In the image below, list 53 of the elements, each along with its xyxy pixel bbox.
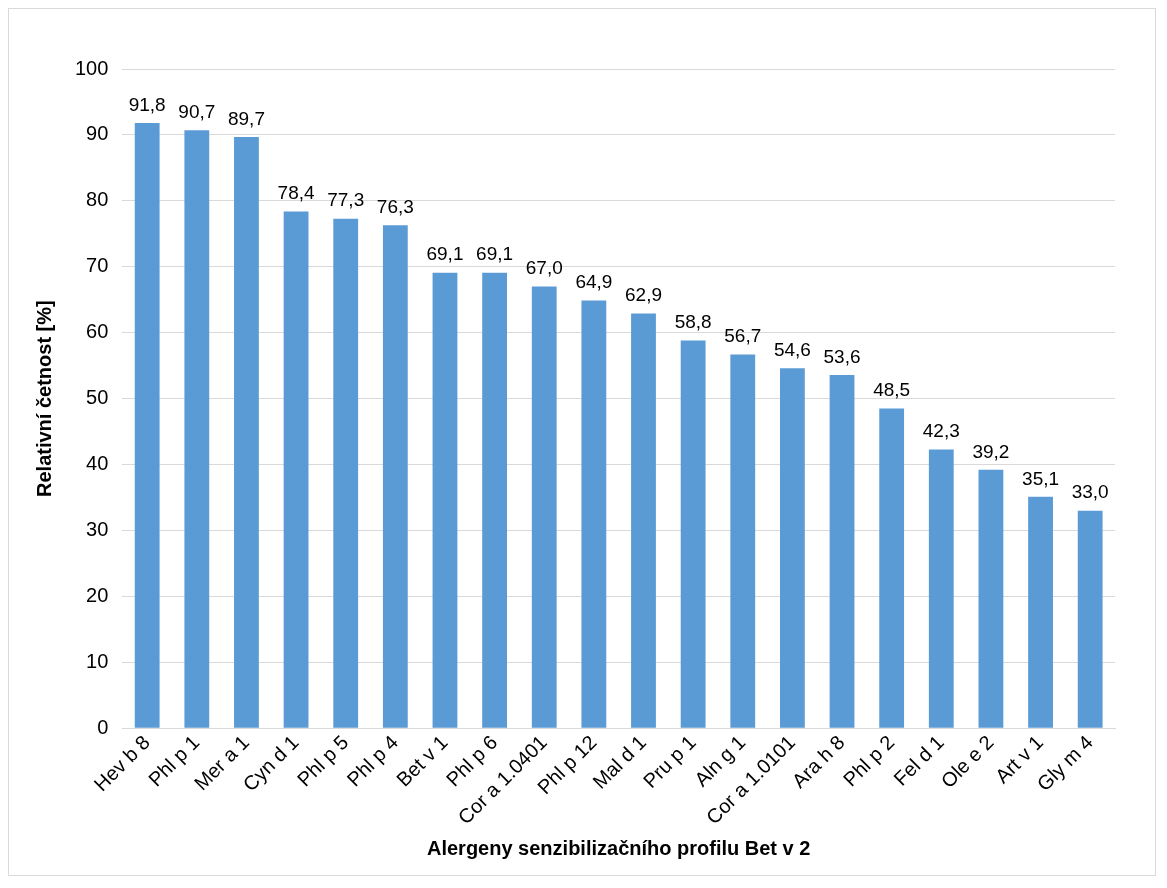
data-label: 62,9 xyxy=(625,284,662,306)
y-axis-title: Relativní četnost [%] xyxy=(32,300,55,497)
y-tick-label: 30 xyxy=(86,518,109,540)
bar xyxy=(1028,496,1053,728)
data-label: 35,1 xyxy=(1022,467,1060,489)
bar xyxy=(829,374,855,728)
y-tick-label: 0 xyxy=(97,715,109,738)
data-label: 90,7 xyxy=(178,101,216,123)
data-label: 69,1 xyxy=(426,243,464,265)
y-tick-label: 100 xyxy=(74,56,109,79)
data-label: 78,4 xyxy=(277,182,315,204)
y-tick-label: 50 xyxy=(86,386,109,409)
y-tick-label: 60 xyxy=(86,320,109,343)
y-tick-label: 10 xyxy=(86,649,109,672)
y-tick-label: 90 xyxy=(86,122,109,145)
data-label: 54,6 xyxy=(773,339,811,361)
data-label: 56,7 xyxy=(724,325,762,347)
y-tick-label: 20 xyxy=(86,583,109,606)
y-tick-label: 80 xyxy=(86,188,109,211)
data-label: 77,3 xyxy=(327,189,365,211)
data-label: 69,1 xyxy=(476,243,514,265)
data-label: 76,3 xyxy=(376,195,414,217)
bar xyxy=(234,136,259,728)
bar xyxy=(432,272,458,728)
bar xyxy=(978,469,1004,728)
y-tick-label: 70 xyxy=(86,254,109,277)
data-label: 39,2 xyxy=(972,440,1010,462)
bar xyxy=(730,354,756,728)
data-label: 91,8 xyxy=(128,93,166,115)
bar xyxy=(1077,510,1103,728)
data-label: 48,5 xyxy=(873,379,911,401)
bar xyxy=(879,408,905,728)
data-label: 58,8 xyxy=(674,311,712,333)
bar xyxy=(531,286,557,728)
bar xyxy=(283,211,309,728)
data-label: 42,3 xyxy=(922,420,960,442)
bar xyxy=(333,218,359,728)
y-tick-label: 40 xyxy=(86,452,109,475)
bar xyxy=(581,300,607,728)
bar xyxy=(134,123,160,728)
x-axis-title: Alergeny senzibilizačního profilu Bet v 2 xyxy=(426,836,811,859)
bar xyxy=(928,449,954,728)
bar xyxy=(184,130,210,728)
data-label: 67,0 xyxy=(525,257,563,279)
bar xyxy=(382,225,408,728)
data-label: 53,6 xyxy=(823,345,861,367)
bar xyxy=(482,272,508,728)
data-label: 33,0 xyxy=(1071,481,1109,503)
bar xyxy=(631,313,656,728)
bar xyxy=(779,368,805,728)
bar xyxy=(680,340,706,728)
data-label: 64,9 xyxy=(575,271,613,293)
data-label: 89,7 xyxy=(227,107,265,129)
